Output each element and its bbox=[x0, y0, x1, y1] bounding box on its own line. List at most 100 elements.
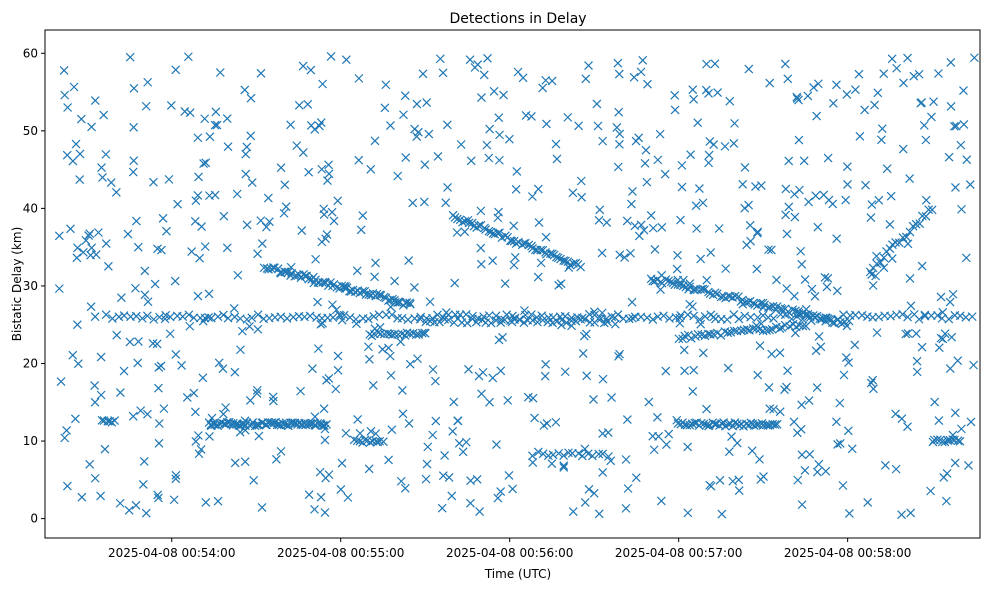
data-point-clutter bbox=[309, 278, 319, 288]
data-point-clutter bbox=[100, 444, 110, 454]
plot-frame bbox=[44, 29, 981, 539]
data-point-clutter bbox=[949, 121, 959, 131]
data-point-clutter bbox=[336, 311, 346, 321]
data-point-clutter bbox=[799, 156, 809, 166]
data-point-band-26km bbox=[898, 309, 907, 319]
data-point-clutter bbox=[503, 395, 513, 405]
data-point-clutter bbox=[914, 69, 924, 79]
data-point-clutter bbox=[705, 480, 715, 490]
data-point-clutter bbox=[311, 254, 321, 264]
data-point-clutter bbox=[187, 247, 197, 256]
data-point-clutter bbox=[882, 164, 892, 174]
data-point-clutter bbox=[77, 492, 87, 502]
data-point-clutter bbox=[419, 197, 429, 207]
data-point-clutter bbox=[370, 136, 380, 146]
data-point-clutter bbox=[101, 239, 111, 249]
data-point-clutter bbox=[792, 92, 802, 102]
data-point-clutter bbox=[863, 498, 873, 507]
data-point-clutter bbox=[324, 470, 334, 480]
data-point-clutter bbox=[173, 199, 183, 209]
data-point-ascending-32-to-40 bbox=[894, 238, 904, 248]
data-point-clutter bbox=[101, 149, 111, 159]
data-point-band-26km bbox=[914, 314, 924, 324]
data-point-clutter bbox=[725, 96, 735, 106]
data-point-clutter bbox=[62, 150, 72, 160]
data-point-clutter bbox=[930, 397, 940, 407]
data-point-clutter bbox=[579, 331, 589, 341]
data-point-clutter bbox=[704, 150, 714, 160]
data-point-clutter bbox=[488, 256, 498, 266]
data-point-clutter bbox=[823, 153, 833, 163]
data-point-clutter bbox=[568, 507, 578, 517]
data-point-clutter bbox=[964, 460, 973, 470]
data-point-clutter bbox=[298, 61, 308, 71]
data-point-ascending-32-to-40 bbox=[927, 205, 937, 215]
data-point-clutter bbox=[198, 373, 208, 383]
data-point-clutter bbox=[640, 158, 650, 168]
data-point-band-8km bbox=[604, 452, 613, 461]
data-point-ascending-23-to-25 bbox=[767, 324, 777, 334]
data-point-clutter bbox=[370, 272, 380, 282]
data-point-clutter bbox=[780, 385, 789, 395]
data-point-clutter bbox=[866, 213, 876, 222]
data-point-clutter bbox=[323, 176, 332, 185]
data-point-clutter bbox=[489, 86, 499, 96]
data-point-clutter bbox=[956, 140, 966, 150]
data-point-clutter bbox=[87, 122, 96, 132]
data-point-clutter bbox=[185, 108, 195, 118]
data-point-clutter bbox=[333, 196, 343, 206]
data-point-clutter bbox=[897, 510, 906, 520]
data-point-clutter bbox=[656, 496, 666, 506]
data-point-clutter bbox=[692, 224, 702, 233]
data-point-clutter bbox=[823, 273, 833, 283]
data-point-clutter bbox=[533, 184, 543, 194]
data-point-clutter bbox=[921, 195, 931, 205]
data-point-clutter bbox=[673, 275, 683, 285]
data-point-descending-39-to-32 bbox=[452, 214, 462, 224]
data-point-band-26km bbox=[149, 314, 159, 324]
data-point-clutter bbox=[420, 160, 430, 170]
data-point-clutter bbox=[375, 322, 385, 332]
data-point-band-26km bbox=[107, 314, 117, 323]
data-point-clutter bbox=[115, 498, 125, 508]
data-point-clutter bbox=[396, 476, 406, 486]
data-point-clutter bbox=[868, 281, 878, 290]
data-point-band-26km bbox=[155, 312, 164, 322]
data-point-clutter bbox=[941, 496, 951, 506]
data-point-clutter bbox=[850, 85, 860, 95]
data-point-clutter bbox=[891, 464, 901, 474]
data-point-clutter bbox=[698, 348, 708, 358]
data-point-clutter bbox=[542, 419, 552, 428]
data-point-descending-31-to-25 bbox=[698, 284, 708, 294]
data-point-band-8km bbox=[583, 449, 593, 459]
data-point-clutter bbox=[807, 284, 817, 294]
data-point-clutter bbox=[702, 59, 711, 69]
data-point-clutter bbox=[470, 63, 480, 72]
data-point-clutter bbox=[559, 463, 569, 472]
data-point-band-10km-b bbox=[937, 437, 947, 447]
data-point-band-26km bbox=[753, 312, 763, 322]
data-point-clutter bbox=[252, 385, 262, 395]
data-point-descending-39-to-32 bbox=[490, 229, 500, 239]
data-point-band-8km bbox=[564, 448, 573, 458]
data-point-clutter bbox=[423, 442, 433, 452]
data-point-clutter bbox=[638, 55, 648, 65]
data-point-clutter bbox=[868, 384, 878, 394]
data-point-clutter bbox=[466, 156, 476, 166]
data-point-clutter bbox=[636, 67, 646, 77]
data-point-clutter bbox=[343, 493, 353, 502]
data-point-clutter bbox=[387, 425, 397, 435]
data-point-clutter bbox=[322, 230, 332, 239]
data-point-clutter bbox=[447, 491, 457, 501]
data-point-clutter bbox=[957, 204, 966, 214]
data-point-band-26km bbox=[769, 314, 778, 323]
data-point-clutter bbox=[702, 275, 712, 285]
data-point-clutter bbox=[564, 263, 574, 272]
data-point-band-10km-b bbox=[950, 435, 959, 445]
data-point-clutter bbox=[183, 52, 193, 62]
data-point-clutter bbox=[950, 458, 960, 468]
data-point-clutter bbox=[917, 342, 927, 352]
data-point-clutter bbox=[812, 383, 822, 392]
data-point-clutter bbox=[364, 342, 373, 352]
data-point-clutter bbox=[180, 107, 190, 116]
